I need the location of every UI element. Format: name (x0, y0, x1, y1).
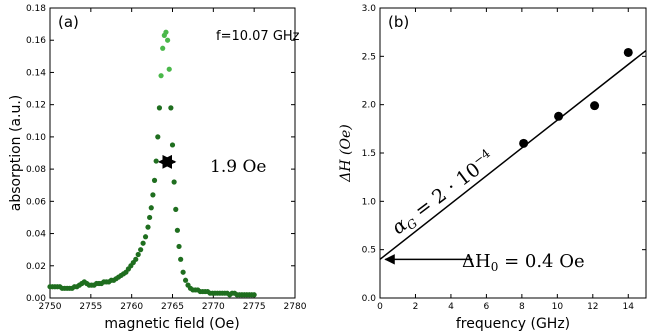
panel-a: 2750 2755 2760 2765 2770 2775 2780 0.00 0.02 0.04… (8, 4, 307, 332)
data-point (138, 247, 144, 253)
x-tick-label: 14 (623, 302, 635, 312)
x-tick-label: 2 (413, 302, 419, 312)
x-tick-label: 4 (448, 302, 454, 312)
y-tick-label: 0.02 (26, 262, 46, 272)
y-tick-label: 0.12 (26, 101, 46, 111)
data-point (176, 243, 182, 250)
y-tick-label: 0.0 (362, 294, 377, 304)
frequency-annotation: f=10.07 GHz (216, 29, 300, 44)
x-tick-label: 0 (377, 302, 383, 312)
data-point (178, 256, 184, 262)
data-point (135, 251, 141, 258)
data-point (182, 277, 189, 283)
data-point (151, 177, 158, 183)
x-tick-label: 2755 (79, 302, 102, 312)
y-tick-label: 0.04 (26, 230, 46, 240)
data-point (145, 224, 151, 230)
y-tick-label: 2.5 (362, 52, 376, 62)
fit-line (379, 49, 647, 260)
y-tick-label: 1.0 (362, 197, 377, 207)
data-point (623, 47, 633, 57)
data-point (165, 37, 171, 43)
data-point (142, 234, 149, 240)
panel-label-b: (b) (388, 13, 409, 31)
panel-label-a: (a) (58, 13, 79, 31)
data-point (158, 73, 164, 79)
x-tick-label: 8 (519, 302, 525, 312)
data-point (180, 269, 186, 275)
axis-ticks-b: 0 2 4 6 8 10 12 14 0.0 0.5 1.0 1.5 2.0 2.5 3.0 (362, 4, 646, 312)
data-point (160, 45, 166, 51)
intercept-annotation: ΔH0 = 0.4 Oe (462, 251, 585, 274)
x-axis-label-b: frequency (GHz) (456, 316, 570, 332)
x-tick-label: 2765 (161, 302, 184, 312)
linewidth-annotation: 1.9 Oe (210, 157, 266, 177)
data-point (168, 105, 174, 111)
panel-b: 0 2 4 6 8 10 12 140.00.51.01.52.02.53.0 (b) αG … (338, 4, 647, 332)
y-tick-label: 0.14 (26, 68, 46, 78)
y-tick-label: 0.5 (362, 246, 376, 256)
data-point (148, 205, 154, 211)
data-point (150, 192, 156, 198)
data-point (173, 206, 179, 212)
data-point (155, 134, 161, 140)
y-tick-label: 2.0 (362, 101, 377, 111)
data-point (147, 214, 153, 221)
data-point (171, 179, 177, 185)
x-tick-label: 2770 (202, 302, 225, 312)
y-tick-label: 0.00 (26, 294, 46, 304)
y-tick-label: 0.16 (26, 36, 46, 46)
data-point (519, 138, 529, 148)
y-tick-label: 0.18 (26, 4, 46, 14)
y-tick-label: 0.06 (26, 197, 46, 207)
x-axis-ticks-a: 2750 2755 2760 2765 2770 2775 2780 0.00 0.02 0.04… (26, 4, 307, 312)
x-tick-label: 2760 (120, 302, 143, 312)
x-axis-label-a: magnetic field (Oe) (104, 316, 239, 332)
data-point (163, 29, 169, 35)
data-point (133, 256, 139, 262)
x-tick-label: 12 (587, 302, 598, 312)
data-point (140, 240, 146, 246)
data-point (174, 227, 180, 233)
data-point (590, 101, 600, 111)
data-point (169, 142, 176, 148)
data-point (156, 105, 163, 111)
data-point (251, 292, 257, 298)
y-tick-label: 1.5 (362, 149, 376, 159)
data-point (554, 111, 564, 121)
x-tick-label: 2780 (284, 302, 307, 312)
x-tick-label: 2750 (39, 302, 62, 312)
data-point (153, 158, 159, 164)
data-point (166, 66, 172, 72)
y-tick-label: 0.08 (26, 165, 46, 175)
data-series-a (47, 29, 257, 298)
y-axis-label-b: ΔH (Oe) (338, 124, 354, 182)
plot-area-a (49, 7, 296, 299)
y-axis-label-a: absorption (a.u.) (8, 95, 24, 212)
x-tick-label: 6 (484, 302, 490, 312)
data-series-b (519, 47, 633, 148)
fit-line-segment (379, 49, 647, 260)
y-tick-label: 3.0 (362, 4, 377, 14)
x-tick-label: 2775 (243, 302, 266, 312)
y-tick-label: 0.10 (26, 133, 46, 143)
x-tick-label: 10 (552, 302, 564, 312)
